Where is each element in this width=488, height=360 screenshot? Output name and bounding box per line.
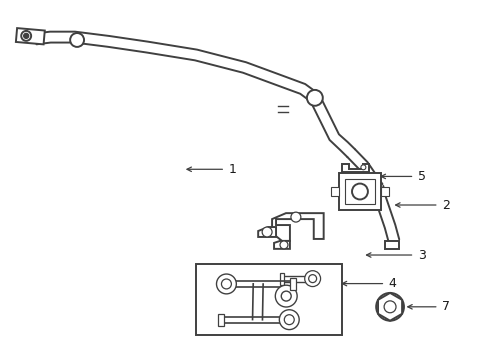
Polygon shape (372, 186, 398, 242)
Circle shape (21, 31, 31, 41)
Circle shape (351, 184, 367, 199)
Circle shape (284, 315, 294, 325)
Bar (380, 186, 388, 197)
Circle shape (280, 241, 287, 249)
Polygon shape (377, 293, 401, 321)
Circle shape (308, 275, 316, 283)
Circle shape (360, 165, 365, 170)
Circle shape (281, 291, 290, 301)
Circle shape (275, 285, 297, 307)
Text: 2: 2 (441, 198, 449, 212)
Circle shape (216, 274, 236, 294)
Circle shape (23, 33, 29, 39)
Bar (330, 186, 338, 197)
Circle shape (384, 301, 395, 313)
Circle shape (375, 293, 403, 321)
Polygon shape (258, 227, 275, 237)
Polygon shape (346, 149, 382, 190)
Bar (289, 278, 295, 290)
Polygon shape (35, 32, 317, 102)
Polygon shape (271, 213, 323, 241)
Text: 5: 5 (417, 170, 425, 183)
Text: 6: 6 (230, 300, 238, 313)
Bar (279, 273, 284, 285)
Polygon shape (384, 241, 398, 249)
Circle shape (262, 227, 271, 237)
Bar (217, 314, 224, 326)
Text: 1: 1 (228, 163, 236, 176)
Circle shape (70, 33, 84, 47)
Polygon shape (273, 241, 289, 249)
Text: 3: 3 (417, 248, 425, 261)
Circle shape (306, 90, 322, 106)
Polygon shape (341, 164, 368, 172)
Bar (338, 173, 380, 210)
Text: 4: 4 (388, 277, 396, 290)
Polygon shape (309, 95, 354, 157)
Circle shape (290, 212, 300, 222)
Circle shape (279, 310, 299, 330)
Polygon shape (16, 28, 45, 44)
Circle shape (221, 279, 231, 289)
Text: 7: 7 (441, 300, 449, 313)
Circle shape (304, 271, 320, 287)
Bar (345, 179, 374, 204)
Bar (196, 264, 341, 336)
Polygon shape (252, 284, 263, 320)
